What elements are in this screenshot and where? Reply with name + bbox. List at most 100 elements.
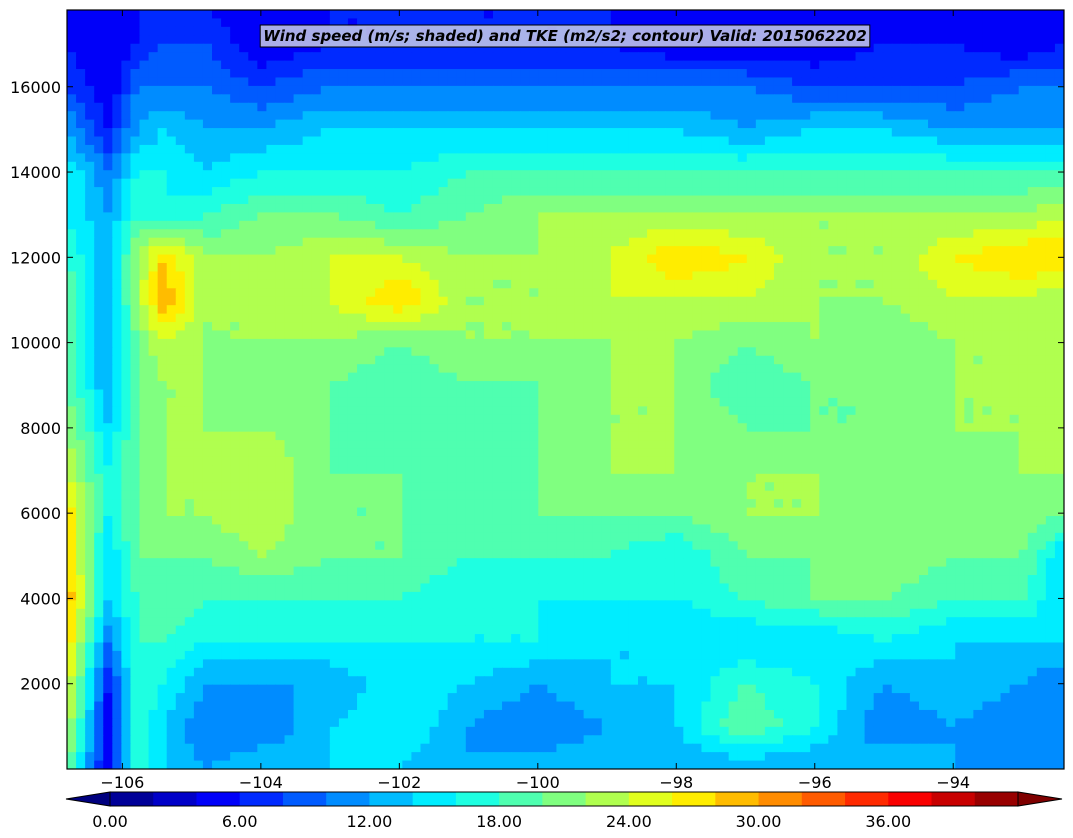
heatmap-cell (175, 60, 186, 70)
heatmap-cell (900, 178, 911, 188)
heatmap-cell (302, 195, 313, 205)
heatmap-cell (928, 288, 938, 298)
heatmap-cell (502, 347, 512, 357)
heatmap-cell (193, 119, 204, 129)
heatmap-cell (311, 338, 322, 348)
heatmap-cell (175, 389, 186, 399)
heatmap-cell (429, 60, 440, 70)
heatmap-cell (683, 136, 693, 146)
heatmap-cell (828, 254, 839, 264)
heatmap-cell (855, 347, 866, 357)
heatmap-cell (647, 237, 657, 247)
heatmap-cell (638, 305, 648, 315)
heatmap-cell (909, 161, 920, 171)
heatmap-cell (502, 364, 512, 374)
heatmap-cell (882, 136, 893, 146)
heatmap-cell (719, 330, 730, 340)
heatmap-cell (719, 43, 730, 53)
heatmap-cell (592, 10, 603, 20)
heatmap-cell (85, 26, 95, 36)
heatmap-cell (67, 153, 77, 163)
heatmap-cell (239, 220, 249, 230)
heatmap-cell (157, 94, 168, 104)
heatmap-cell (583, 338, 594, 348)
heatmap-cell (1027, 372, 1038, 382)
heatmap-cell (891, 136, 902, 146)
heatmap-cell (592, 60, 603, 70)
heatmap-cell (112, 322, 122, 332)
heatmap-cell (239, 203, 249, 213)
heatmap-cell (855, 128, 866, 138)
heatmap-cell (103, 94, 113, 104)
heatmap-cell (764, 60, 775, 70)
heatmap-cell (248, 347, 258, 357)
heatmap-cell (438, 178, 449, 188)
heatmap-cell (792, 43, 802, 53)
heatmap-cell (628, 381, 639, 391)
heatmap-cell (628, 296, 639, 306)
heatmap-cell (665, 229, 675, 239)
heatmap-cell (837, 279, 848, 289)
heatmap-cell (338, 389, 349, 399)
heatmap-cell (293, 347, 304, 357)
heatmap-cell (438, 144, 449, 154)
heatmap-cell (1036, 111, 1047, 121)
heatmap-cell (855, 52, 866, 62)
heatmap-cell (538, 364, 548, 374)
heatmap-cell (239, 10, 249, 20)
heatmap-cell (792, 313, 802, 323)
heatmap-cell (583, 330, 594, 340)
heatmap-cell (918, 220, 929, 230)
heatmap-cell (85, 263, 95, 273)
heatmap-cell (266, 237, 277, 247)
heatmap-cell (991, 60, 1002, 70)
heatmap-cell (257, 372, 267, 382)
heatmap-cell (230, 347, 240, 357)
heatmap-cell (429, 18, 440, 28)
heatmap-cell (157, 389, 168, 399)
heatmap-cell (492, 254, 503, 264)
heatmap-cell (230, 330, 240, 340)
heatmap-cell (882, 153, 893, 163)
heatmap-cell (266, 85, 277, 95)
heatmap-cell (511, 136, 521, 146)
heatmap-cell (547, 136, 558, 146)
heatmap-cell (302, 85, 313, 95)
heatmap-cell (76, 161, 86, 171)
heatmap-cell (1000, 77, 1011, 87)
heatmap-cell (792, 220, 802, 230)
heatmap-cell (347, 212, 358, 222)
heatmap-cell (656, 254, 666, 264)
heatmap-cell (601, 144, 612, 154)
heatmap-cell (1045, 128, 1056, 138)
heatmap-cell (683, 102, 693, 112)
heatmap-cell (773, 338, 784, 348)
heatmap-cell (393, 102, 403, 112)
heatmap-cell (212, 10, 222, 20)
heatmap-cell (610, 153, 621, 163)
heatmap-cell (828, 220, 839, 230)
heatmap-cell (311, 102, 322, 112)
heatmap-cell (148, 153, 159, 163)
heatmap-cell (175, 203, 186, 213)
heatmap-cell (547, 18, 558, 28)
heatmap-cell (447, 246, 458, 256)
heatmap-cell (511, 237, 521, 247)
heatmap-cell (855, 10, 866, 20)
heatmap-cell (937, 128, 947, 138)
heatmap-cell (855, 305, 866, 315)
heatmap-cell (157, 364, 168, 374)
heatmap-cell (991, 136, 1002, 146)
heatmap-cell (384, 296, 394, 306)
heatmap-cell (982, 77, 993, 87)
heatmap-cell (293, 94, 304, 104)
heatmap-cell (746, 229, 757, 239)
heatmap-cell (973, 161, 984, 171)
heatmap-cell (819, 69, 829, 79)
heatmap-cell (329, 203, 340, 213)
heatmap-cell (991, 128, 1002, 138)
heatmap-cell (85, 144, 95, 154)
heatmap-cell (909, 102, 920, 112)
heatmap-cell (1027, 338, 1038, 348)
heatmap-cell (955, 355, 965, 365)
